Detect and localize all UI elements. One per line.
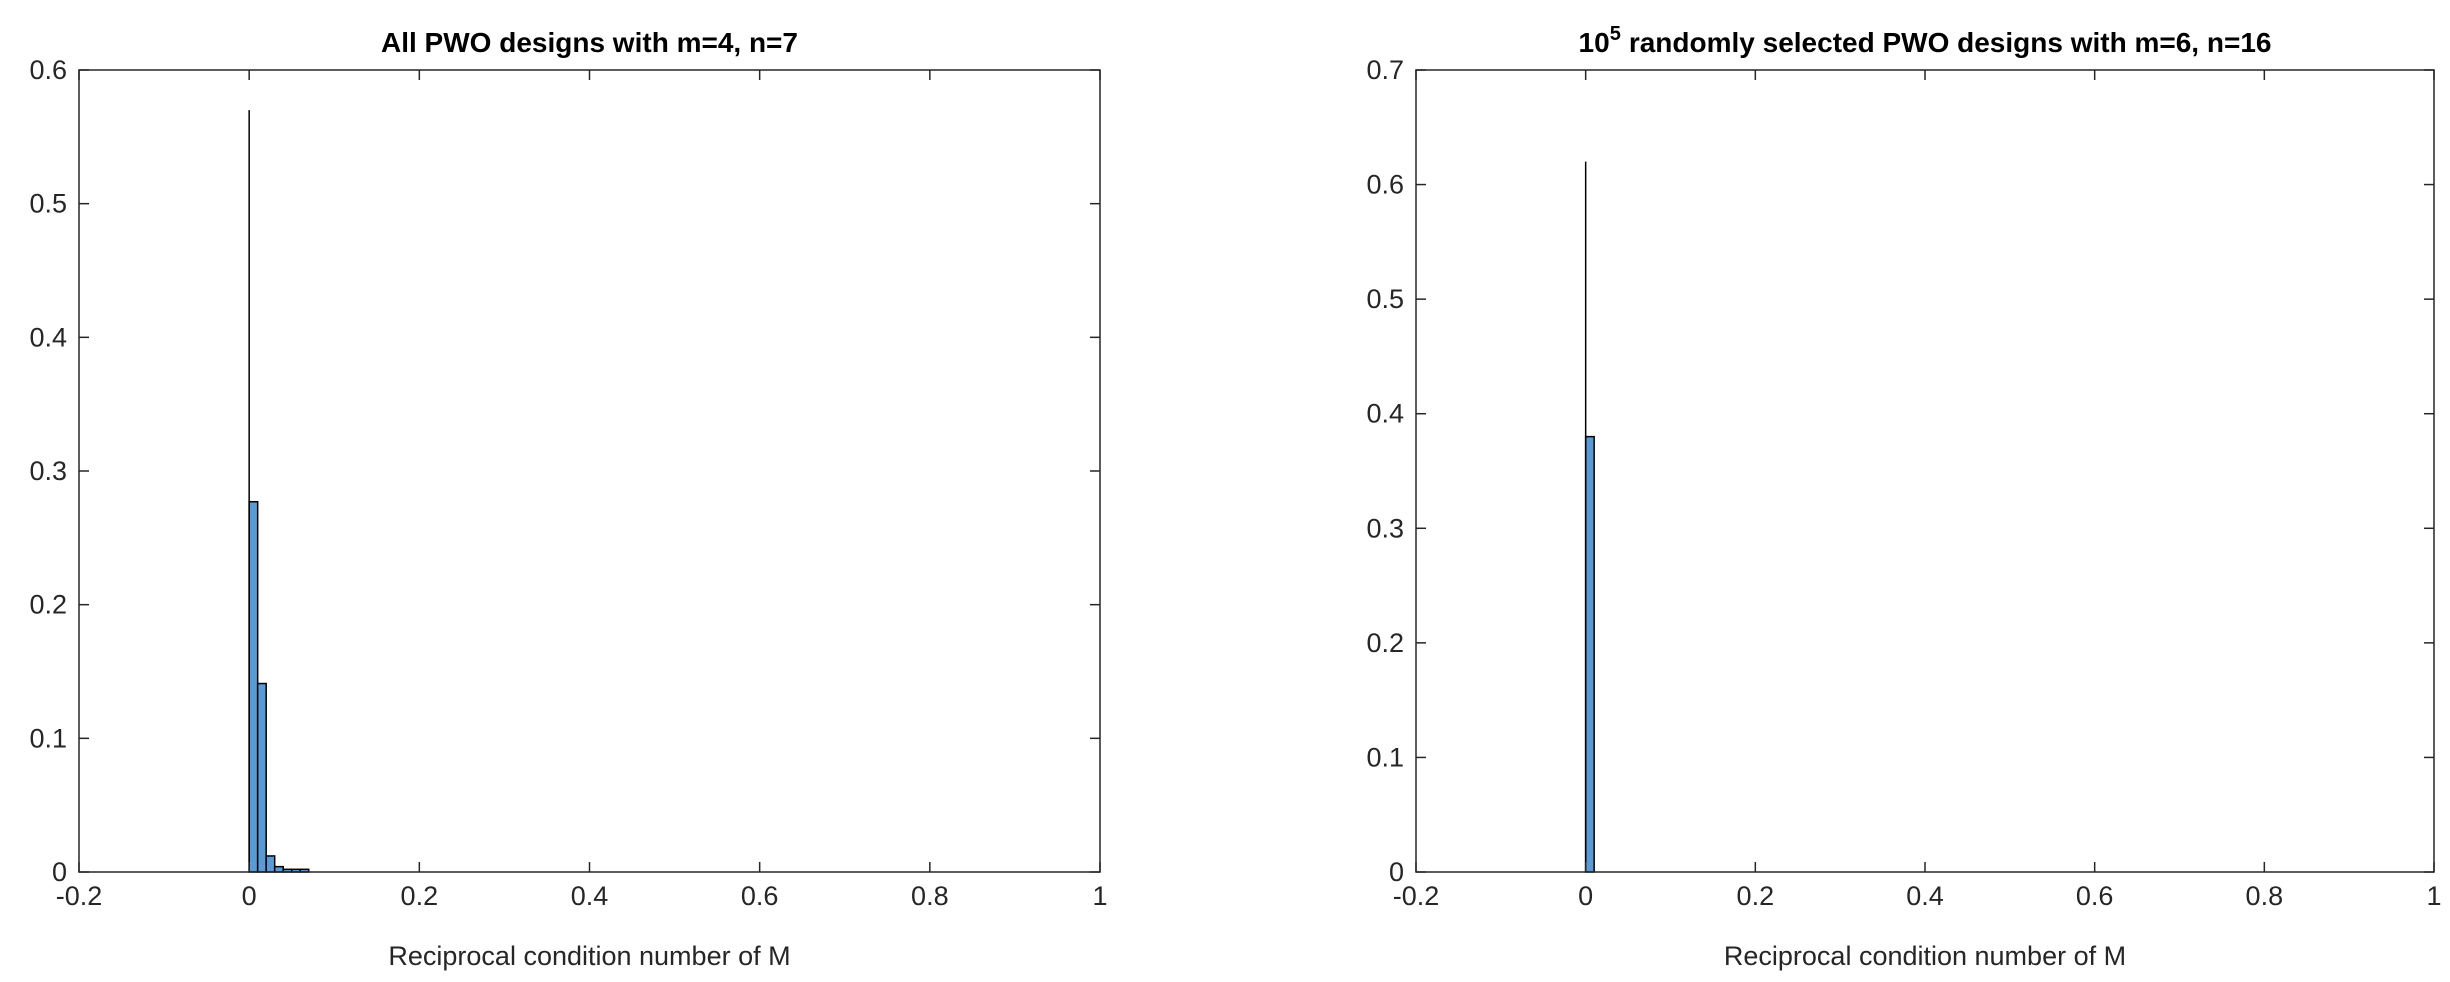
y-tick-label: 0.5 xyxy=(1366,284,1404,314)
x-tick-label: 1 xyxy=(2426,881,2441,911)
chart-title: All PWO designs with m=4, n=7 xyxy=(381,27,798,58)
chart: -0.2 0 0.2 0.4 0.6 0.8 100.10.20.30.40.50.6Rec… xyxy=(29,27,1107,971)
x-tick-label: 0 xyxy=(242,881,257,911)
histogram-bar xyxy=(248,500,259,873)
title-base: 10 xyxy=(1579,27,1610,58)
y-tick-label: 0.1 xyxy=(1366,742,1404,772)
y-tick-label: 0.7 xyxy=(1366,55,1404,85)
y-tick-label: 0.4 xyxy=(29,322,67,352)
x-tick-label: -0.2 xyxy=(1393,881,1440,911)
y-tick-label: 0.1 xyxy=(29,723,67,753)
y-tick-label: 0.5 xyxy=(29,189,67,219)
chart-title: 105 randomly selected PWO designs with m=… xyxy=(1579,23,2272,58)
x-tick-label: 0.2 xyxy=(401,881,439,911)
x-tick-label: 0.6 xyxy=(741,881,779,911)
y-tick-label: 0.2 xyxy=(1366,628,1404,658)
histogram-bar xyxy=(256,682,267,873)
axes-box xyxy=(1415,69,2435,873)
chart: -0.2 0 0.2 0.4 0.6 0.8 100.10.20.30.40.50.60.7… xyxy=(1366,23,2441,971)
title-text: randomly selected PWO designs with m=6, … xyxy=(1629,27,2272,58)
y-tick-label: 0 xyxy=(1389,857,1404,887)
y-tick-label: 0 xyxy=(52,857,67,887)
y-tick-label: 0.3 xyxy=(1366,513,1404,543)
x-tick-label: 0.2 xyxy=(1737,881,1775,911)
x-tick-label: -0.2 xyxy=(56,881,103,911)
y-tick-label: 0.6 xyxy=(29,55,67,85)
y-tick-label: 0.4 xyxy=(1366,399,1404,429)
x-axis-label: Reciprocal condition number of M xyxy=(388,941,790,971)
title-exponent: 5 xyxy=(1610,23,1621,45)
y-tick-label: 0.3 xyxy=(29,456,67,486)
x-tick-label: 1 xyxy=(1092,881,1107,911)
x-tick-label: 0.4 xyxy=(1906,881,1944,911)
x-tick-label: 0.4 xyxy=(571,881,609,911)
y-tick-label: 0.6 xyxy=(1366,170,1404,200)
histogram-bar xyxy=(265,855,276,873)
x-axis-label: Reciprocal condition number of M xyxy=(1724,941,2126,971)
y-tick-label: 0.2 xyxy=(29,590,67,620)
histogram-bar xyxy=(273,865,284,873)
x-tick-label: 0.8 xyxy=(2246,881,2284,911)
x-tick-label: 0.6 xyxy=(2076,881,2114,911)
x-tick-label: 0.8 xyxy=(911,881,949,911)
axes-box xyxy=(78,69,1101,873)
histogram-bar xyxy=(1584,435,1595,873)
x-tick-label: 0 xyxy=(1578,881,1593,911)
